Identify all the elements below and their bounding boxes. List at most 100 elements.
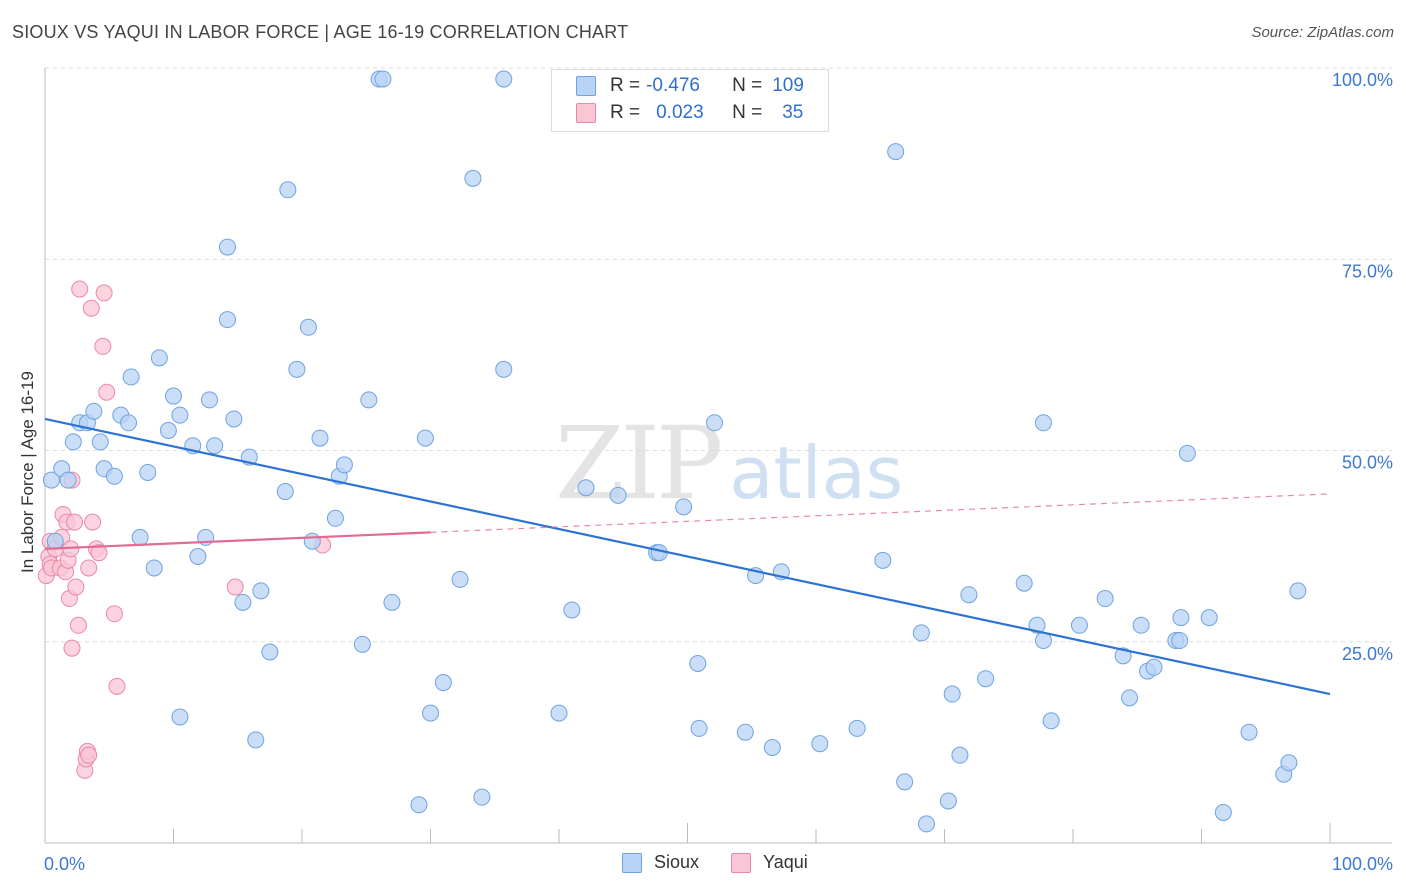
n-value: 109 bbox=[772, 75, 804, 96]
yaqui-point bbox=[80, 559, 98, 577]
yaqui-point bbox=[69, 616, 87, 634]
yaqui-point bbox=[94, 337, 112, 355]
sioux-point bbox=[1240, 723, 1258, 741]
sioux-point bbox=[887, 143, 905, 161]
source-label: Source: ZipAtlas.com bbox=[1251, 24, 1394, 41]
sioux-point bbox=[131, 528, 149, 546]
sioux-point bbox=[422, 704, 439, 722]
sioux-point bbox=[848, 719, 866, 737]
sioux-point bbox=[675, 498, 693, 516]
yaqui-point bbox=[82, 299, 100, 317]
sioux-point bbox=[1171, 632, 1189, 650]
yaqui-trend-extension bbox=[430, 493, 1331, 533]
sioux-point bbox=[977, 670, 995, 688]
r-label: R = bbox=[610, 102, 641, 123]
tick-labels: 25.0% 50.0% 75.0% 100.0% 0.0% 100.0% bbox=[44, 70, 1393, 874]
sioux-point bbox=[311, 429, 329, 447]
axes bbox=[44, 68, 1392, 844]
sioux-point bbox=[165, 387, 182, 405]
yaqui-point bbox=[226, 578, 244, 596]
watermark-atlas: atlas bbox=[729, 431, 904, 515]
n-label: N = bbox=[732, 75, 763, 96]
sioux-point bbox=[609, 486, 627, 504]
sioux-point bbox=[1172, 609, 1190, 627]
sioux-point bbox=[451, 570, 469, 588]
sioux-point bbox=[918, 815, 936, 833]
sioux-point bbox=[218, 311, 236, 329]
sioux-point bbox=[1015, 574, 1033, 592]
sioux-point bbox=[577, 479, 595, 497]
legend-item-yaqui[interactable]: Yaqui bbox=[731, 852, 808, 873]
sioux-point bbox=[91, 433, 109, 451]
sioux-point bbox=[171, 406, 189, 424]
sioux-point bbox=[1178, 444, 1196, 462]
sioux-point bbox=[690, 719, 708, 737]
sioux-point bbox=[464, 169, 482, 187]
sioux-point bbox=[150, 349, 168, 367]
sioux-point bbox=[59, 471, 77, 489]
sioux-point bbox=[874, 551, 892, 569]
sioux-point bbox=[495, 70, 513, 88]
chart-title: SIOUX VS YAQUI IN LABOR FORCE | AGE 16-1… bbox=[12, 22, 629, 42]
y-tick-label: 50.0% bbox=[1342, 453, 1393, 473]
sioux-point bbox=[1070, 616, 1088, 634]
sioux-point bbox=[912, 624, 930, 642]
sioux-point bbox=[200, 391, 218, 409]
sioux-point bbox=[120, 414, 138, 432]
sioux-point bbox=[434, 674, 452, 692]
sioux-point bbox=[1200, 609, 1218, 627]
y-tick-label: 100.0% bbox=[1332, 70, 1393, 90]
yaqui-point bbox=[80, 746, 98, 764]
y-axis-label: In Labor Force | Age 16-19 bbox=[18, 371, 37, 573]
sioux-point bbox=[410, 796, 428, 814]
sioux-point bbox=[303, 532, 321, 550]
yaqui-swatch bbox=[576, 103, 596, 123]
sioux-swatch bbox=[576, 76, 596, 96]
sioux-point bbox=[225, 410, 243, 428]
sioux-point bbox=[139, 463, 157, 481]
sioux-point bbox=[326, 509, 344, 527]
yaqui-legend-label: Yaqui bbox=[763, 852, 808, 872]
sioux-points bbox=[42, 70, 1307, 833]
r-value: -0.476 bbox=[646, 75, 700, 96]
sioux-point bbox=[353, 635, 371, 653]
sioux-point bbox=[1034, 414, 1052, 432]
sioux-point bbox=[939, 792, 957, 810]
yaqui-point bbox=[67, 578, 85, 596]
sioux-point bbox=[763, 739, 781, 756]
sioux-point bbox=[689, 654, 707, 672]
sioux-point bbox=[1280, 754, 1298, 772]
yaqui-point bbox=[105, 605, 123, 623]
yaqui-point bbox=[84, 513, 102, 531]
yaqui-point bbox=[90, 544, 108, 562]
sioux-point bbox=[85, 402, 103, 420]
sioux-point bbox=[374, 70, 392, 88]
sioux-point bbox=[960, 586, 978, 604]
sioux-point bbox=[360, 391, 378, 409]
sioux-point bbox=[335, 456, 353, 474]
sioux-point bbox=[563, 601, 581, 619]
sioux-point bbox=[811, 735, 829, 753]
yaqui-trend-line bbox=[44, 531, 431, 550]
x-tick-label: 0.0% bbox=[44, 854, 85, 874]
sioux-point bbox=[736, 723, 754, 741]
sioux-point bbox=[1132, 616, 1150, 634]
sioux-point bbox=[705, 414, 723, 432]
sioux-point bbox=[171, 708, 189, 726]
sioux-point bbox=[1121, 689, 1139, 707]
sioux-point bbox=[943, 685, 961, 703]
sioux-legend-swatch bbox=[622, 852, 642, 873]
sioux-point bbox=[145, 559, 163, 577]
yaqui-point bbox=[95, 284, 113, 302]
yaqui-points bbox=[37, 280, 332, 779]
sioux-point bbox=[218, 238, 236, 256]
sioux-point bbox=[1145, 658, 1163, 676]
sioux-point bbox=[261, 643, 279, 661]
sioux-point bbox=[299, 318, 317, 336]
legend-item-sioux[interactable]: Sioux bbox=[622, 852, 699, 873]
sioux-point bbox=[279, 181, 297, 199]
trend-lines bbox=[44, 417, 1331, 696]
x-tick-label: 100.0% bbox=[1332, 854, 1393, 874]
sioux-point bbox=[247, 731, 265, 749]
